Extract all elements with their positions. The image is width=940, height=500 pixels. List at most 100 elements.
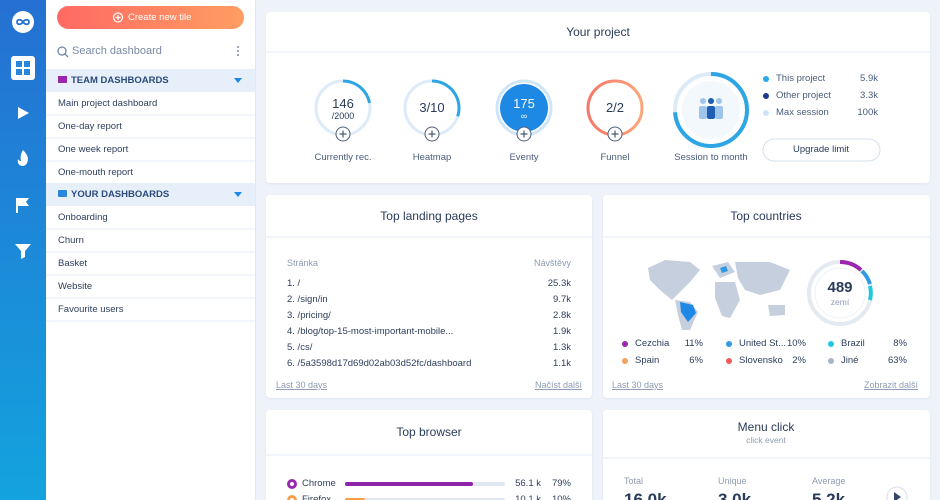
legend-dot	[622, 341, 628, 347]
countries-card	[603, 195, 930, 398]
search-placeholder: Search dashboard	[72, 45, 162, 57]
legend-dot	[763, 110, 769, 116]
dashboard-item[interactable]: One week report	[58, 143, 129, 155]
legend-name: Other project	[776, 90, 831, 101]
nav-play[interactable]	[18, 107, 29, 119]
more-link[interactable]: Načíst další	[534, 380, 582, 390]
legend-name: This project	[776, 73, 826, 84]
add-icon[interactable]	[611, 130, 619, 138]
section-header[interactable]	[46, 183, 255, 206]
legend-name: Max session	[776, 107, 829, 118]
landing-card	[266, 195, 592, 398]
add-icon[interactable]	[520, 130, 528, 138]
country-name: Brazil	[841, 338, 865, 349]
legend-dot	[622, 358, 628, 364]
ring-segment	[839, 259, 863, 272]
ring-segment	[868, 285, 873, 301]
stat-value: 16.0k	[624, 490, 667, 500]
section-title: TEAM DASHBOARDS	[71, 74, 169, 86]
play-button[interactable]	[886, 486, 908, 500]
card-title: Menu click	[737, 420, 795, 434]
gauge-sub: ∞	[520, 111, 528, 121]
browser-share: 79%	[551, 478, 571, 489]
people-icon-body	[699, 106, 707, 119]
page-path: 5. /cs/	[287, 342, 313, 353]
gauge-sub: /2000	[331, 111, 355, 121]
legend-dot	[763, 93, 769, 99]
country-name: Cezchia	[635, 338, 670, 349]
plus-icon	[112, 12, 124, 23]
ring-inner	[814, 267, 866, 319]
gauge-label: Currently rec.	[314, 152, 372, 163]
page-visits: 1.9k	[553, 326, 571, 337]
gauge-label: Session to month	[674, 152, 748, 163]
dashboard-item[interactable]: Main project dashboard	[58, 97, 158, 109]
section-header[interactable]	[46, 69, 255, 92]
country-share: 10%	[786, 338, 806, 349]
nav-flag[interactable]	[16, 198, 29, 213]
dashboard-item[interactable]: Churn	[58, 234, 84, 246]
people-icon-head	[716, 98, 722, 104]
create-button[interactable]	[57, 6, 244, 29]
page-path: 1. /	[287, 278, 301, 289]
legend-value: 5.9k	[860, 73, 878, 84]
dashboard-item[interactable]: Onboarding	[58, 211, 108, 223]
nav-fire[interactable]	[17, 150, 28, 166]
gauge-label: Heatmap	[412, 152, 452, 163]
upgrade-button[interactable]	[762, 138, 881, 162]
card-title: Top countries	[730, 209, 802, 223]
page-visits: 2.8k	[553, 310, 571, 321]
add-icon[interactable]	[339, 130, 347, 138]
browser-visits: 10.1 k	[515, 494, 541, 500]
card-subtitle: click event	[746, 435, 786, 445]
europe-region	[720, 266, 728, 273]
dashboard-item[interactable]: One-day report	[58, 120, 122, 132]
page-path: 2. /sign/in	[287, 294, 328, 305]
add-icon[interactable]	[428, 130, 436, 138]
period-link[interactable]: Last 30 days	[612, 380, 664, 390]
grid-icon	[16, 61, 30, 75]
country-name: Spain	[635, 355, 660, 366]
dashboard-item[interactable]: Favourite users	[58, 303, 124, 315]
stat-value: 5.2k	[812, 490, 846, 500]
page-path: 3. /pricing/	[287, 310, 331, 321]
people-icon-body	[707, 106, 715, 119]
browser-name: Firefox	[302, 494, 332, 500]
period-link[interactable]: Last 30 days	[276, 380, 328, 390]
more-link[interactable]: Zobrazit další	[863, 380, 918, 390]
country-share: 2%	[792, 355, 806, 366]
stat-label: Average	[812, 476, 846, 486]
country-share: 8%	[893, 338, 907, 349]
people-icon-body	[715, 106, 723, 119]
menu-click-card	[603, 410, 930, 500]
logo-mark	[16, 18, 30, 26]
page-visits: 25.3k	[547, 278, 571, 289]
legend-dot	[763, 76, 769, 82]
countries-total-label: zemí	[830, 297, 850, 307]
gauge-arc	[431, 79, 461, 117]
gauge-label: Eventy	[509, 152, 539, 163]
team-icon	[58, 76, 67, 83]
card-title: Top landing pages	[380, 209, 478, 223]
dashboard-item[interactable]: Basket	[58, 257, 88, 269]
stat-label: Total	[624, 476, 644, 486]
upgrade-button-label[interactable]: Upgrade limit	[793, 144, 849, 155]
column-header: Návštěvy	[533, 258, 571, 268]
brazil-region	[680, 302, 696, 322]
legend-dot	[828, 341, 834, 347]
dashboard-item[interactable]: Website	[58, 280, 93, 292]
play-icon	[894, 492, 901, 500]
browser-share: 10%	[551, 494, 571, 500]
plus-icon-cross	[115, 15, 121, 20]
dashboard-item[interactable]: One-mouth report	[58, 166, 133, 178]
people-icon-head	[700, 98, 706, 104]
search-icon	[57, 46, 67, 56]
column-header: Stránka	[287, 258, 319, 268]
more-icon[interactable]	[237, 46, 239, 56]
section-title: YOUR DASHBOARDS	[71, 188, 170, 200]
nav-funnel[interactable]	[15, 244, 31, 259]
gauge-value: 175	[513, 96, 535, 111]
nav-dashboards[interactable]	[11, 56, 35, 80]
ring-segment	[860, 269, 872, 285]
